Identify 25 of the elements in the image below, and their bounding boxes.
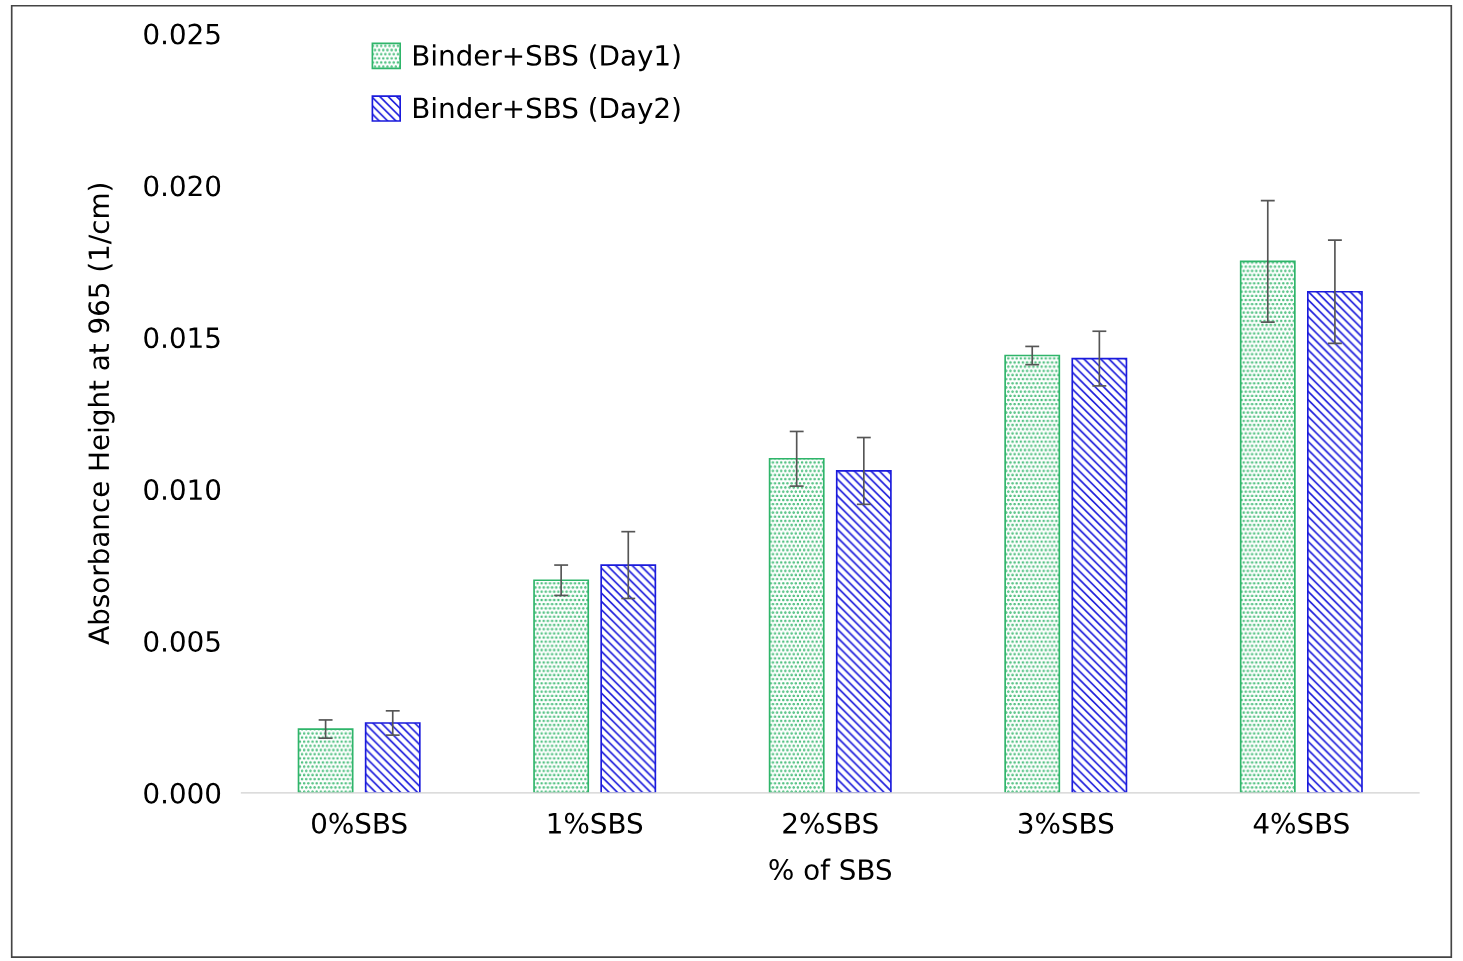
x-tick-label: 0%SBS bbox=[312, 812, 407, 834]
bar bbox=[835, 470, 892, 793]
y-axis-title: Absorbance Height at 965 (1/cm) bbox=[87, 183, 115, 645]
bar bbox=[533, 579, 590, 793]
bar bbox=[1239, 260, 1296, 793]
y-tick-label: 0.005 bbox=[144, 630, 220, 652]
x-tick-label: 4%SBS bbox=[1253, 812, 1349, 834]
x-axis-title: % of SBS bbox=[769, 858, 892, 881]
x-tick-label: 3%SBS bbox=[1018, 812, 1114, 834]
bar bbox=[297, 728, 354, 793]
y-tick-label: 0.015 bbox=[144, 327, 220, 349]
bar bbox=[600, 564, 657, 793]
y-tick-label: 0.000 bbox=[144, 782, 221, 804]
bar bbox=[768, 457, 825, 793]
bar bbox=[1306, 290, 1363, 793]
y-tick-label: 0.020 bbox=[144, 175, 221, 197]
y-tick-label: 0.010 bbox=[144, 479, 221, 501]
x-tick-label: 2%SBS bbox=[783, 812, 878, 834]
legend-label: Binder+SBS (Day1) bbox=[414, 44, 680, 72]
bar bbox=[364, 722, 421, 793]
bar bbox=[1071, 357, 1128, 793]
x-tick-label: 1%SBS bbox=[548, 812, 643, 834]
legend-label: Binder+SBS (Day2) bbox=[414, 97, 680, 124]
bar bbox=[1004, 354, 1061, 793]
y-tick-label: 0.025 bbox=[144, 23, 220, 45]
